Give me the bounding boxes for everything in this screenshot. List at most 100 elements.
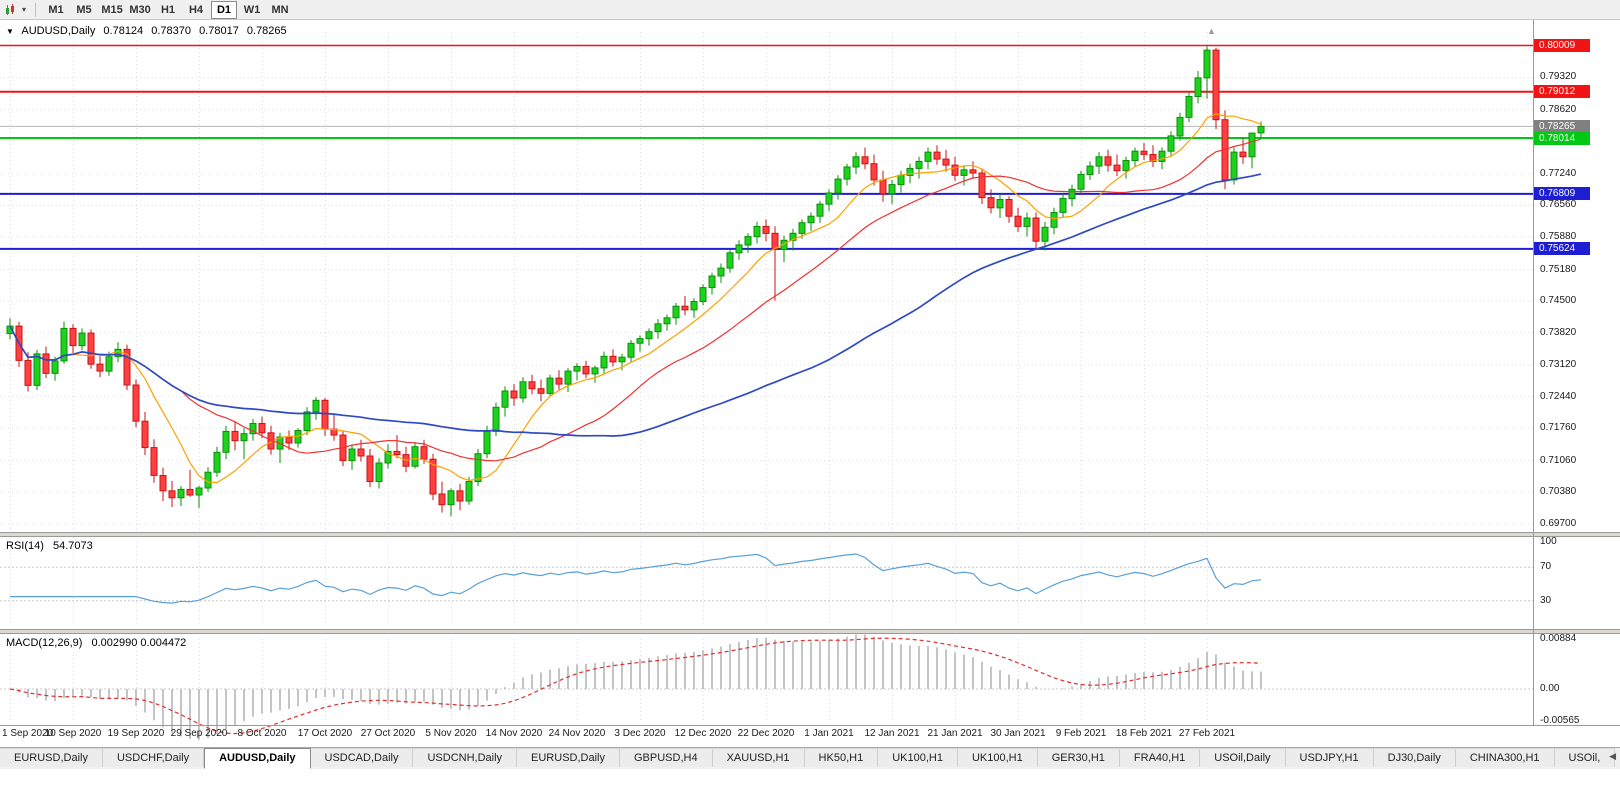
macd-tick-label: -0.00565 <box>1540 715 1580 726</box>
chart-canvas[interactable] <box>0 20 1620 747</box>
chart-tab-0[interactable]: EURUSD,Daily <box>0 748 103 767</box>
grid-layer <box>0 32 1533 721</box>
timeframe-button-m30[interactable]: M30 <box>129 3 151 16</box>
timeframe-button-m1[interactable]: M1 <box>48 3 64 16</box>
macd-layer <box>0 634 1533 740</box>
collapse-icon[interactable]: ▼ <box>6 27 14 36</box>
rsi-tick-label: 70 <box>1540 561 1552 573</box>
chart-tab-7[interactable]: XAUUSD,H1 <box>712 748 805 767</box>
price-tick-label: 0.76560 <box>1540 199 1577 211</box>
quote-low: 0.78017 <box>199 25 239 37</box>
price-scale-separator[interactable] <box>1533 20 1534 725</box>
candles-layer <box>6 45 1265 517</box>
price-tick-label: 0.71760 <box>1540 422 1577 434</box>
rsi-layer <box>0 553 1533 604</box>
chart-tab-3[interactable]: USDCAD,Daily <box>310 748 414 767</box>
price-tick-label: 0.69700 <box>1540 517 1577 529</box>
price-marker-support-line[interactable]: 0.75624 <box>1534 242 1590 256</box>
quote-high: 0.78370 <box>151 25 191 37</box>
chart-tab-8[interactable]: HK50,H1 <box>804 748 879 767</box>
macd-panel-separator[interactable] <box>0 629 1620 634</box>
timeframe-button-mn[interactable]: MN <box>271 3 289 16</box>
chart-periods-icon[interactable] <box>4 3 20 17</box>
price-tick-label: 0.74500 <box>1540 295 1577 307</box>
price-marker-resistance-line[interactable]: 0.79012 <box>1534 85 1590 99</box>
date-tick-label: 19 Sep 2020 <box>107 728 165 739</box>
price-tick-label: 0.70380 <box>1540 486 1577 498</box>
chart-tab-bar: EURUSD,Daily USDCHF,Daily AUDUSD,Daily USDC… <box>0 747 1620 769</box>
moving-averages-layer <box>9 113 1262 484</box>
timeframe-button-w1[interactable]: W1 <box>243 3 261 16</box>
chart-tab-16[interactable]: CHINA300,H1 <box>1455 748 1555 767</box>
date-tick-label: 10 Sep 2020 <box>44 728 102 739</box>
rsi-panel-separator[interactable] <box>0 532 1620 537</box>
price-marker-level-line[interactable]: 0.78014 <box>1534 131 1590 145</box>
date-tick-label: 5 Nov 2020 <box>425 728 477 739</box>
time-axis-separator <box>0 725 1620 726</box>
chart-ohlc-header: ▼ AUDUSD,Daily 0.78124 0.78370 0.78017 0… <box>6 25 292 37</box>
date-tick-label: 3 Dec 2020 <box>614 728 666 739</box>
chart-tab-11[interactable]: GER30,H1 <box>1037 748 1120 767</box>
date-tick-label: 27 Feb 2021 <box>1178 728 1236 739</box>
chart-tab-13[interactable]: USOil,Daily <box>1200 748 1286 767</box>
date-tick-label: 1 Jan 2021 <box>804 728 854 739</box>
chart-tab-15[interactable]: DJ30,Daily <box>1373 748 1456 767</box>
chart-shift-marker-icon[interactable]: ▲ <box>1207 26 1216 36</box>
price-tick-label: 0.75880 <box>1540 231 1577 243</box>
timeframe-button-m5[interactable]: M5 <box>76 3 92 16</box>
chart-tab-10[interactable]: UK100,H1 <box>957 748 1038 767</box>
rsi-tick-label: 30 <box>1540 594 1552 606</box>
timeframe-buttons: M1 M5 M15 M30 H1 H4 D1 W1 MN <box>42 0 294 19</box>
timeframe-button-h1[interactable]: H1 <box>160 3 176 16</box>
rsi-tick-label: 100 <box>1540 536 1557 547</box>
date-tick-label: 8 Oct 2020 <box>237 728 287 739</box>
chart-tab-4[interactable]: USDCNH,Daily <box>413 748 518 767</box>
timeframes-toolbar: ▾ M1 M5 M15 M30 H1 H4 D1 W1 MN <box>0 0 1620 20</box>
date-tick-label: 1 Sep 2020 <box>2 728 54 739</box>
quote-open: 0.78124 <box>103 25 144 37</box>
price-tick-label: 0.73120 <box>1540 359 1577 371</box>
chart-tab-6[interactable]: GBPUSD,H4 <box>620 748 713 767</box>
price-tick-label: 0.75180 <box>1540 263 1577 275</box>
price-tick-label: 0.72440 <box>1540 390 1577 402</box>
chart-tab-14[interactable]: USDJPY,H1 <box>1285 748 1374 767</box>
tab-scroll-left-button[interactable]: ◀ <box>1609 751 1616 761</box>
price-tick-label: 0.71060 <box>1540 454 1577 466</box>
date-tick-label: 22 Dec 2020 <box>737 728 795 739</box>
timeframe-button-d1[interactable]: D1 <box>211 0 238 19</box>
chart-tab-5[interactable]: EURUSD,Daily <box>517 748 620 767</box>
date-tick-label: 12 Dec 2020 <box>674 728 732 739</box>
chart-tab-2[interactable]: AUDUSD,Daily <box>204 748 311 769</box>
macd-header: MACD(12,26,9) 0.002990 0.004472 <box>6 637 192 649</box>
timeframe-button-h4[interactable]: H4 <box>188 3 204 16</box>
dropdown-caret-icon[interactable]: ▾ <box>22 5 27 14</box>
price-marker-resistance-line[interactable]: 0.80009 <box>1534 38 1590 52</box>
rsi-indicator-name: RSI(14) <box>6 540 44 552</box>
macd-tick-label: 0.00 <box>1540 683 1560 695</box>
chart-tab-12[interactable]: FRA40,H1 <box>1119 748 1201 767</box>
candlestick-glyph <box>6 3 14 15</box>
chart-tab-1[interactable]: USDCHF,Daily <box>102 748 205 767</box>
chart-tab-17[interactable]: USOil, <box>1554 748 1616 767</box>
price-marker-bid-price[interactable]: 0.78265 <box>1534 119 1590 133</box>
date-tick-label: 21 Jan 2021 <box>927 728 983 739</box>
chart-tab-9[interactable]: UK100,H1 <box>878 748 958 767</box>
macd-indicator-name: MACD(12,26,9) <box>6 637 83 649</box>
date-tick-label: 30 Jan 2021 <box>990 728 1046 739</box>
price-marker-support-line[interactable]: 0.76809 <box>1534 187 1590 201</box>
date-tick-label: 17 Oct 2020 <box>297 728 353 739</box>
timeframe-button-m15[interactable]: M15 <box>101 3 123 16</box>
price-tick-label: 0.79320 <box>1540 71 1577 83</box>
rsi-indicator-value: 54.7073 <box>52 540 93 552</box>
level-lines-layer <box>0 44 1533 250</box>
price-tick-label: 0.78620 <box>1540 103 1577 115</box>
date-tick-label: 9 Feb 2021 <box>1055 728 1107 739</box>
toolbar-separator <box>35 2 37 17</box>
chart-tabs: EURUSD,Daily USDCHF,Daily AUDUSD,Daily USDC… <box>0 748 1616 769</box>
date-tick-label: 12 Jan 2021 <box>864 728 920 739</box>
date-tick-label: 18 Feb 2021 <box>1115 728 1173 739</box>
macd-tick-label: 0.00884 <box>1540 633 1577 644</box>
macd-indicator-values: 0.002990 0.004472 <box>91 637 187 649</box>
chart-window[interactable]: ▼ AUDUSD,Daily 0.78124 0.78370 0.78017 0… <box>0 20 1620 747</box>
